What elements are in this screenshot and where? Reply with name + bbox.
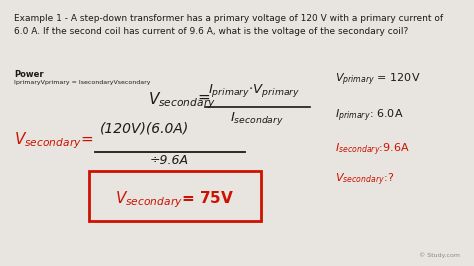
Text: =: = [197,90,210,105]
Text: $I_{secondary}$:9.6A: $I_{secondary}$:9.6A [335,142,410,158]
Text: $V_{secondary}$: $V_{secondary}$ [148,90,216,111]
Text: $V_{secondary}$=: $V_{secondary}$= [14,130,93,151]
Text: $I_{primary}$: 6.0A: $I_{primary}$: 6.0A [335,108,403,124]
Text: IprimaryVprimary = IsecondaryVsecondary: IprimaryVprimary = IsecondaryVsecondary [14,80,151,85]
Text: $I_{primary}$$\cdot V_{primary}$: $I_{primary}$$\cdot V_{primary}$ [208,82,300,99]
Text: $V_{secondary}$:?: $V_{secondary}$:? [335,172,394,188]
Text: Example 1 - A step-down transformer has a primary voltage of 120 V with a primar: Example 1 - A step-down transformer has … [14,14,443,35]
Text: $V_{secondary}$= 75V: $V_{secondary}$= 75V [115,189,235,210]
Text: $V_{primary}$ = 120V: $V_{primary}$ = 120V [335,72,420,88]
Text: © Study.com: © Study.com [419,252,460,258]
Text: $I_{secondary}$: $I_{secondary}$ [230,110,284,127]
Text: ÷9.6A: ÷9.6A [150,154,189,167]
Text: (120V)(6.0A): (120V)(6.0A) [100,122,189,136]
Text: Power: Power [14,70,44,79]
